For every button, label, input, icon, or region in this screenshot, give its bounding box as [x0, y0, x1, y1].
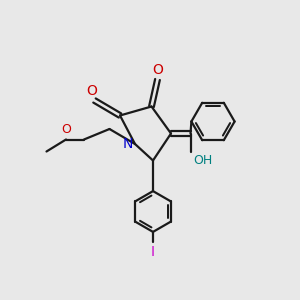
Text: N: N	[122, 137, 133, 151]
Text: O: O	[61, 123, 71, 136]
Text: I: I	[151, 244, 155, 259]
Text: O: O	[87, 84, 98, 98]
Text: O: O	[153, 63, 164, 77]
Text: OH: OH	[194, 154, 213, 167]
